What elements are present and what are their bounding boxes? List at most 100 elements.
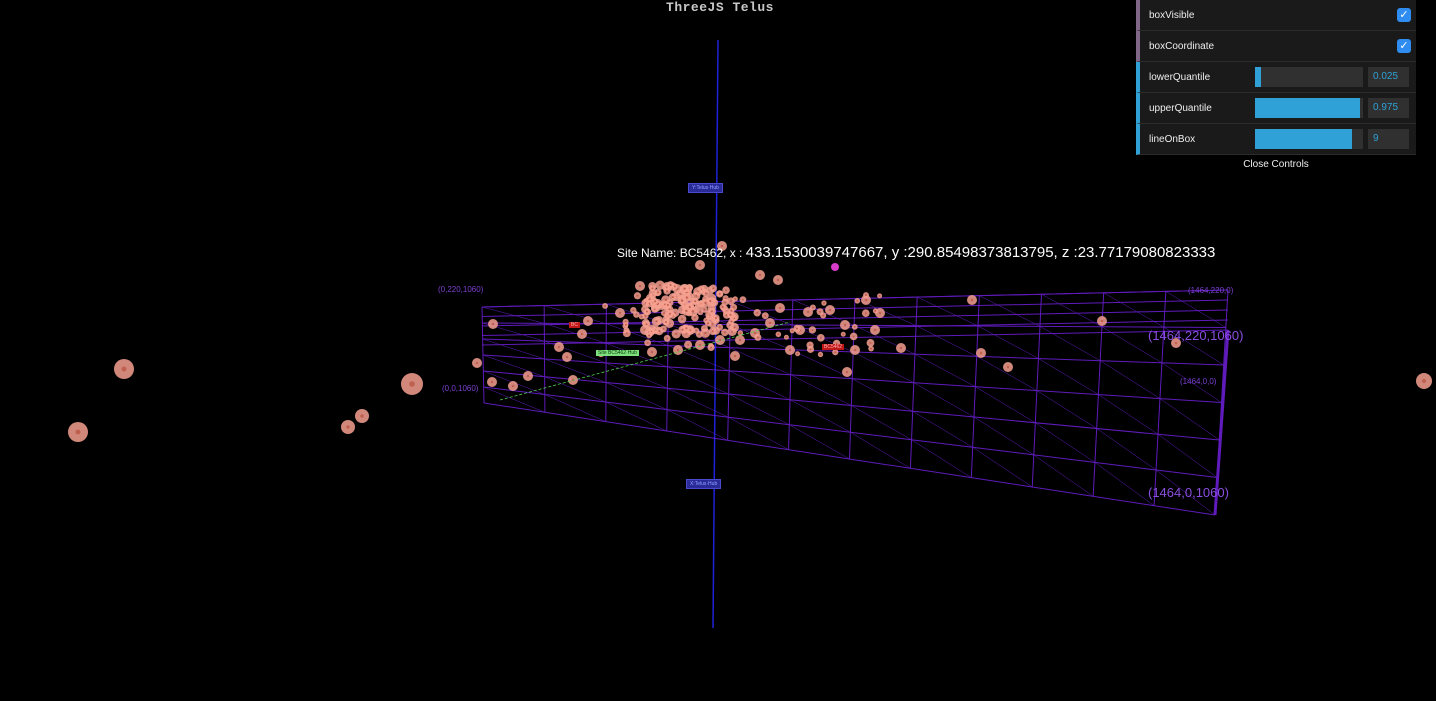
site-point-core bbox=[565, 355, 569, 359]
site-point-core bbox=[636, 294, 639, 297]
site-point-core bbox=[671, 296, 674, 299]
site-point-core bbox=[796, 327, 799, 330]
site-point-core bbox=[730, 309, 733, 312]
site-point-core bbox=[741, 298, 744, 301]
site-point-core bbox=[899, 346, 903, 350]
site-point-core bbox=[723, 331, 726, 334]
site-point-core bbox=[778, 306, 782, 310]
upper-quantile-input[interactable]: 0.975 bbox=[1368, 98, 1409, 118]
coord-label-right-top: (1464,220,1060) bbox=[1148, 328, 1244, 343]
site-point-core bbox=[685, 309, 688, 313]
coord-label-back-left-top: (0,220,1060) bbox=[438, 285, 484, 294]
site-point-core bbox=[819, 310, 822, 313]
site-point-core bbox=[721, 306, 724, 309]
box-visible-checkbox[interactable]: ✓ bbox=[1397, 8, 1411, 22]
line-on-box-input[interactable]: 9 bbox=[1368, 129, 1409, 149]
site-point-core bbox=[688, 306, 691, 309]
site-point-core bbox=[878, 294, 881, 297]
lower-quantile-input[interactable]: 0.025 bbox=[1368, 67, 1409, 87]
site-point-core bbox=[698, 333, 701, 336]
control-label: boxCoordinate bbox=[1149, 40, 1215, 52]
site-point-core bbox=[557, 345, 561, 349]
control-box-visible[interactable]: boxVisible ✓ bbox=[1136, 0, 1416, 31]
site-point-core bbox=[511, 384, 515, 388]
site-link-line bbox=[499, 321, 791, 401]
axis-tag-lower: X:Telus·Hub bbox=[686, 479, 722, 489]
control-label: lowerQuantile bbox=[1149, 71, 1211, 83]
control-label: upperQuantile bbox=[1149, 102, 1212, 114]
site-point-core bbox=[756, 311, 759, 314]
site-tag-red-right: BC5462 bbox=[822, 344, 845, 350]
site-point-core bbox=[640, 315, 643, 318]
site-point-core bbox=[822, 314, 825, 317]
site-point-core bbox=[699, 311, 702, 314]
site-point-core bbox=[691, 310, 695, 313]
site-point-core bbox=[693, 316, 696, 319]
site-point-core bbox=[733, 326, 736, 329]
close-controls-button[interactable]: Close Controls bbox=[1136, 155, 1416, 175]
coord-label-front-left-bottom: (0,0,1060) bbox=[442, 384, 479, 393]
site-point-core bbox=[819, 336, 822, 339]
site-point-core bbox=[676, 348, 680, 352]
control-box-coordinate[interactable]: boxCoordinate ✓ bbox=[1136, 31, 1416, 62]
site-point-core bbox=[656, 291, 659, 294]
site-point-core bbox=[669, 284, 672, 287]
site-point-core bbox=[704, 331, 707, 335]
site-point-core bbox=[878, 311, 882, 315]
box-coordinate-checkbox[interactable]: ✓ bbox=[1397, 39, 1411, 53]
site-point-core bbox=[648, 298, 651, 301]
site-point-core bbox=[490, 380, 494, 384]
axis-tag-upper: Y:Telus·Hub bbox=[688, 183, 723, 193]
site-point-core bbox=[979, 351, 983, 355]
site-point-core bbox=[1174, 341, 1178, 345]
site-point-core bbox=[874, 309, 877, 312]
upper-quantile-slider[interactable] bbox=[1255, 98, 1363, 118]
tooltip-prefix: Site Name: BC5462, x : bbox=[617, 246, 743, 260]
site-point-core bbox=[703, 308, 706, 311]
site-point-core bbox=[675, 332, 678, 336]
site-point-core bbox=[663, 312, 666, 315]
site-point-core bbox=[734, 297, 737, 300]
site-point-core bbox=[873, 328, 877, 332]
site-point-core bbox=[638, 284, 642, 288]
site-point-core bbox=[687, 343, 690, 346]
site-point-core bbox=[811, 306, 814, 309]
site-point-core bbox=[828, 308, 832, 312]
site-point-core bbox=[681, 328, 684, 331]
line-on-box-slider[interactable] bbox=[1255, 129, 1363, 149]
site-point-core bbox=[475, 361, 479, 365]
site-tag-red-left: BC bbox=[569, 322, 580, 328]
controls-panel: boxVisible ✓ boxCoordinate ✓ lowerQuanti… bbox=[1136, 0, 1416, 175]
site-point-core bbox=[796, 352, 799, 355]
lower-quantile-slider[interactable] bbox=[1255, 67, 1363, 87]
site-point-core bbox=[714, 317, 717, 320]
site-point-core bbox=[648, 334, 651, 337]
site-point-core bbox=[625, 332, 628, 335]
site-point-core bbox=[704, 292, 707, 295]
site-point-core bbox=[864, 294, 867, 297]
site-points bbox=[68, 241, 1432, 442]
site-point-core bbox=[655, 320, 658, 323]
site-point-core bbox=[764, 314, 767, 317]
site-point-core bbox=[718, 292, 721, 295]
site-point-core bbox=[681, 317, 684, 321]
site-point-core bbox=[646, 341, 649, 344]
site-point-core bbox=[791, 329, 794, 332]
site-point-core bbox=[835, 342, 838, 345]
site-point-core bbox=[785, 336, 788, 339]
site-tooltip: Site Name: BC5462, x : 433.1530039747667… bbox=[617, 244, 1215, 261]
site-point-core bbox=[864, 312, 867, 315]
site-point-core bbox=[707, 322, 710, 325]
site-point-core bbox=[75, 429, 81, 435]
site-point-core bbox=[724, 297, 727, 300]
site-point-core bbox=[698, 263, 702, 267]
site-point-core bbox=[1100, 319, 1104, 323]
site-point-core bbox=[758, 273, 762, 277]
site-point-core bbox=[811, 328, 814, 331]
site-point-core bbox=[664, 320, 667, 323]
site-point-core bbox=[729, 313, 732, 316]
site-point-core bbox=[733, 354, 737, 358]
site-point-core bbox=[739, 331, 742, 334]
site-point-core bbox=[788, 348, 792, 352]
